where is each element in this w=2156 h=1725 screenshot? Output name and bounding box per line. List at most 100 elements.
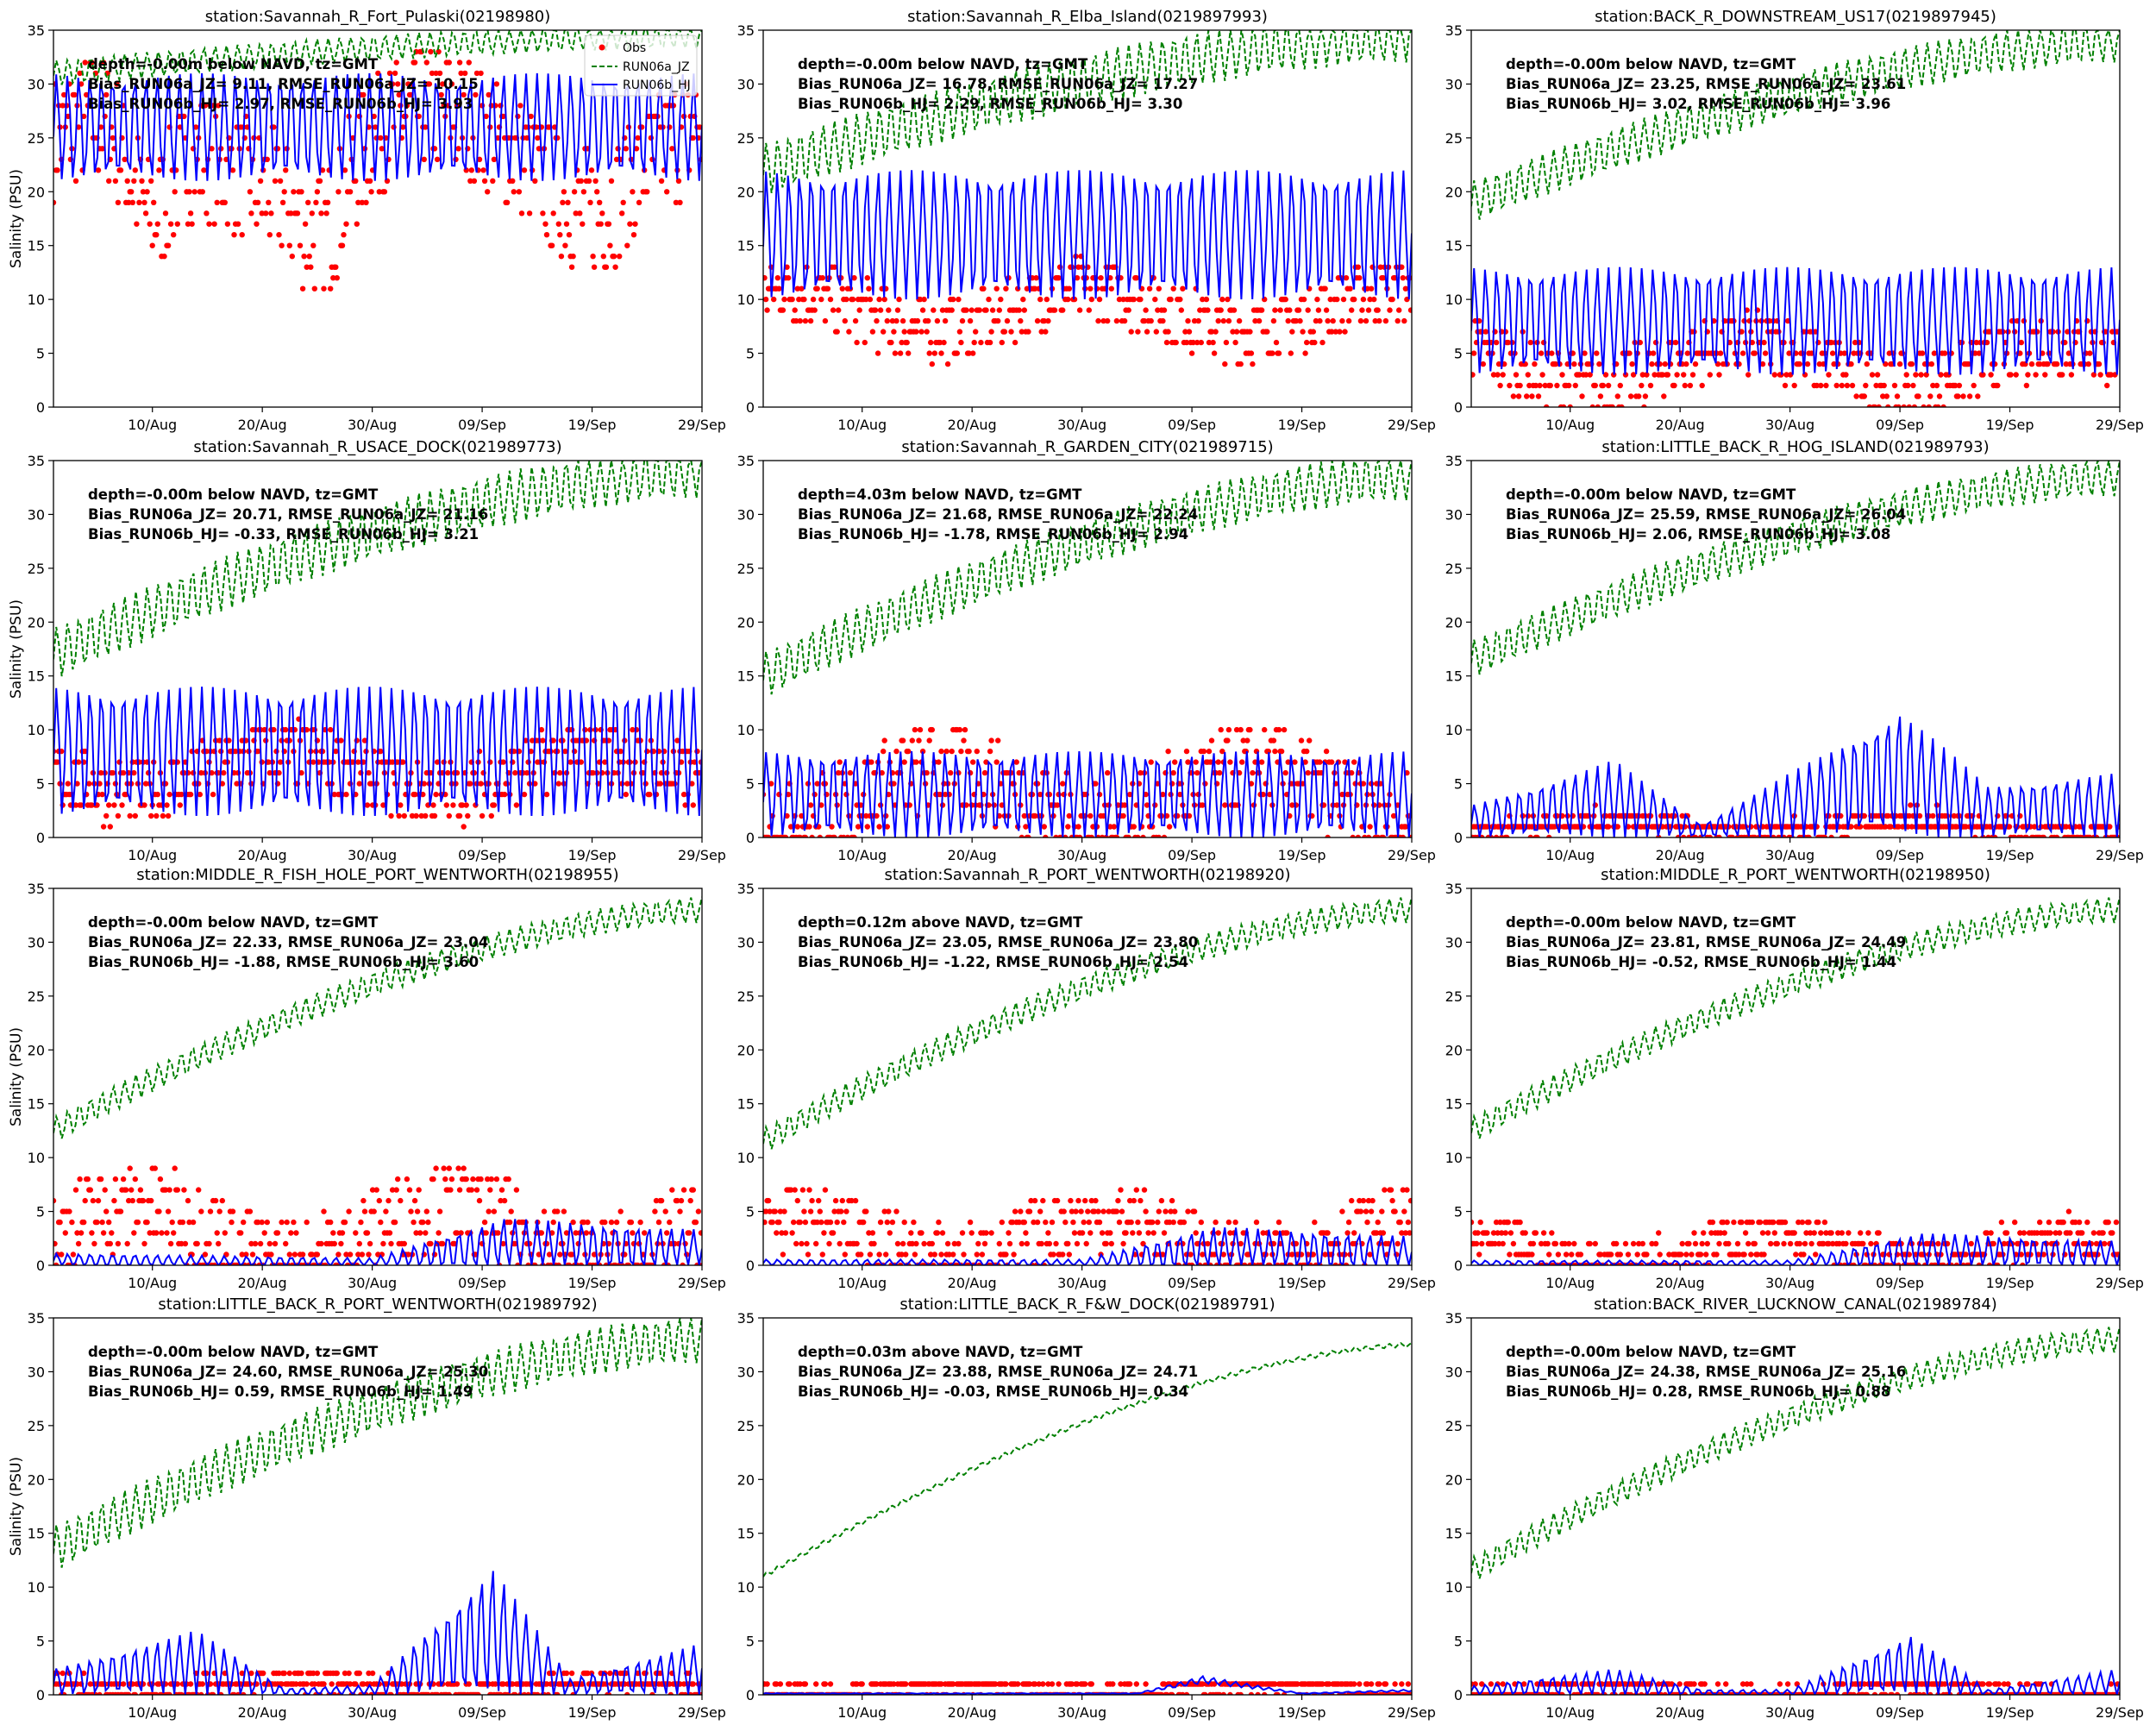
obs-point	[806, 1187, 812, 1193]
obs-point	[1848, 361, 1854, 367]
obs-point	[771, 296, 777, 303]
run06a-jz-line	[763, 30, 1412, 193]
obs-point	[487, 1187, 493, 1193]
obs-point	[871, 1240, 877, 1247]
obs-point	[355, 1251, 361, 1258]
obs-point	[1239, 759, 1245, 765]
obs-point	[664, 1230, 670, 1236]
obs-point	[1244, 737, 1250, 743]
obs-point	[664, 189, 670, 195]
obs-point	[839, 285, 845, 292]
obs-point	[131, 178, 137, 184]
obs-point	[151, 199, 157, 205]
obs-point	[2023, 834, 2030, 837]
obs-point	[826, 1240, 832, 1247]
obs-point	[1360, 1197, 1367, 1204]
obs-point	[1566, 1240, 1572, 1247]
axes-frame	[762, 888, 1413, 1266]
obs-point	[185, 221, 191, 227]
obs-point	[1972, 350, 1978, 356]
x-tick-label: 29/Sep	[678, 847, 726, 863]
obs-point	[1930, 812, 1936, 819]
obs-point	[1532, 361, 1538, 367]
run06a-jz-line	[1471, 461, 2120, 675]
obs-point	[1158, 1197, 1165, 1204]
y-tick-label: 0	[1454, 1258, 1463, 1274]
obs-point	[1639, 382, 1645, 389]
obs-point	[625, 1262, 632, 1265]
y-tick-label: 15	[1445, 1096, 1463, 1113]
obs-point	[573, 210, 579, 216]
obs-point	[876, 1251, 882, 1258]
obs-point	[1130, 1230, 1136, 1236]
obs-point	[1317, 317, 1323, 324]
obs-point	[763, 1219, 768, 1226]
obs-point	[1563, 1251, 1570, 1258]
obs-point	[578, 178, 584, 184]
obs-point	[791, 1219, 797, 1226]
obs-point	[1252, 317, 1258, 324]
obs-point	[343, 1251, 349, 1258]
obs-point	[1233, 726, 1240, 733]
obs-point	[1332, 329, 1339, 335]
obs-point	[1170, 769, 1176, 776]
obs-point	[126, 1197, 132, 1204]
obs-point	[1831, 361, 1837, 367]
obs-point	[274, 1230, 281, 1236]
obs-point	[807, 317, 814, 324]
obs-point	[186, 189, 192, 195]
obs-point	[100, 824, 107, 830]
obs-point	[241, 1219, 247, 1226]
obs-point	[1125, 834, 1131, 837]
obs-point	[2065, 329, 2071, 335]
obs-point	[1896, 1262, 1902, 1265]
obs-point	[809, 834, 815, 837]
obs-point	[405, 1251, 411, 1258]
obs-point	[388, 1240, 394, 1247]
y-tick-label: 35	[737, 22, 755, 39]
obs-point	[1379, 1208, 1385, 1214]
obs-point	[339, 242, 346, 248]
obs-point	[1389, 296, 1395, 303]
obs-point	[159, 1230, 165, 1236]
obs-point	[1068, 1197, 1074, 1204]
obs-point	[1368, 285, 1375, 292]
obs-point	[543, 232, 550, 238]
obs-point	[1028, 1197, 1034, 1204]
obs-point	[981, 285, 987, 292]
obs-point	[1083, 1240, 1089, 1247]
obs-point	[1739, 1219, 1745, 1226]
obs-point	[264, 1219, 270, 1226]
obs-point	[829, 824, 835, 830]
obs-point	[682, 802, 688, 808]
obs-point	[1936, 393, 1943, 399]
obs-point	[2053, 361, 2060, 367]
y-tick-label: 20	[737, 614, 755, 630]
obs-point	[2033, 372, 2039, 378]
obs-point	[881, 296, 887, 303]
obs-point	[247, 189, 254, 195]
obs-point	[2053, 1230, 2059, 1236]
obs-point	[235, 769, 241, 776]
obs-point	[408, 1208, 414, 1214]
obs-point	[1258, 307, 1265, 313]
obs-point	[324, 199, 331, 205]
obs-point	[560, 199, 566, 205]
obs-point	[1172, 1208, 1178, 1214]
obs-point	[697, 124, 702, 130]
obs-point	[1023, 824, 1029, 830]
obs-point	[216, 1208, 222, 1214]
obs-point	[97, 124, 104, 130]
bias-run06b-annotation: Bias_RUN06b_HJ= -0.33, RMSE_RUN06b_HJ= 3…	[88, 526, 479, 543]
obs-point	[90, 1197, 97, 1204]
obs-point	[1004, 317, 1011, 324]
obs-point	[371, 1208, 377, 1214]
y-tick-label: 30	[737, 76, 755, 92]
obs-point	[1339, 317, 1345, 324]
y-tick-label: 15	[28, 238, 45, 254]
obs-point	[1652, 1240, 1659, 1247]
obs-point	[1605, 382, 1612, 389]
obs-point	[1258, 759, 1265, 765]
obs-point	[913, 329, 919, 335]
obs-point	[906, 748, 912, 755]
